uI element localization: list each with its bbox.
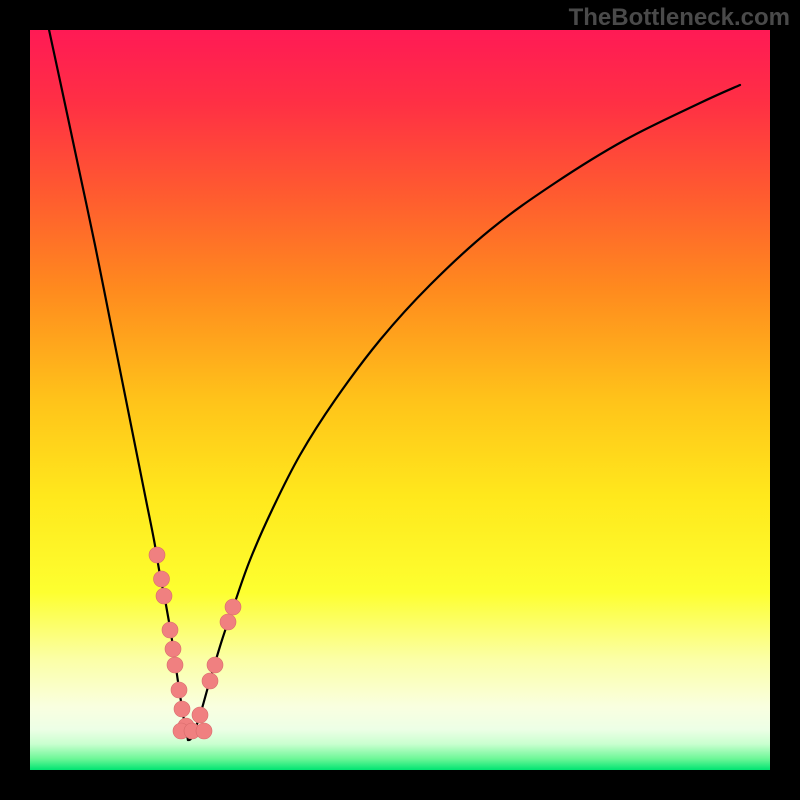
marker-dot [162,622,178,638]
curve-right [188,85,740,740]
marker-dot [207,657,223,673]
marker-dot [192,707,208,723]
marker-dot [225,599,241,615]
marker-dot [220,614,236,630]
marker-dot [196,723,212,739]
marker-dot [174,701,190,717]
marker-dot [154,571,170,587]
plot-area [30,30,770,770]
marker-dot [202,673,218,689]
markers-right [192,599,241,723]
marker-dot [171,682,187,698]
markers-bottom [173,723,212,739]
watermark-text: TheBottleneck.com [569,4,790,32]
marker-dot [149,547,165,563]
marker-dot [156,588,172,604]
marker-dot [165,641,181,657]
marker-dot [167,657,183,673]
chart-stage: TheBottleneck.com [0,0,800,800]
curves-svg [30,30,770,770]
